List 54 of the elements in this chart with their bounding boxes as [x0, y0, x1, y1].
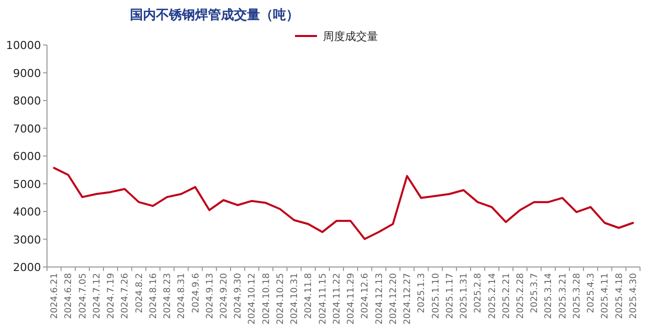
x-tick-label: 2024.12.27 [403, 273, 414, 325]
x-tick-label: 2024.10.12 [248, 273, 258, 325]
x-tick-label: 2024.9.30 [234, 272, 244, 319]
x-tick-label: 2024.8.16 [148, 272, 159, 319]
x-tick-label: 2024.11.22 [332, 273, 342, 325]
x-tick-label: 2024.12.20 [388, 272, 399, 325]
line-series [53, 166, 634, 240]
x-tick-label: 2024.12.6 [360, 272, 371, 319]
x-tick-label: 2024.7.19 [106, 272, 117, 319]
x-tick-label: 2024.7.12 [92, 273, 102, 319]
x-tick-label: 2025.4.30 [628, 272, 639, 319]
x-tick-label: 2025.1.10 [431, 272, 442, 319]
chart-title: 国内不锈钢焊管成交量（吨） [130, 7, 299, 23]
y-tick-label: 8000 [13, 94, 41, 108]
x-tick-label: 2024.8.2 [134, 273, 145, 314]
x-tick-label: 2025.4.18 [614, 272, 625, 319]
x-tick-label: 2025.2.21 [502, 273, 512, 319]
y-tick-label: 6000 [13, 150, 41, 163]
y-tick-label: 9000 [13, 66, 41, 80]
x-tick-label: 2024.11.15 [318, 273, 328, 325]
y-tick-label: 7000 [13, 122, 41, 136]
x-tick-label: 2024.12.13 [374, 273, 385, 325]
legend-label: 周度成交量 [323, 30, 378, 43]
x-tick-label: 2025.2.8 [474, 272, 484, 314]
x-tick-label: 2025.1.3 [417, 273, 428, 314]
y-tick-label: 10000 [6, 39, 41, 52]
x-tick-label: 2024.8.31 [177, 273, 188, 319]
x-tick-label: 2025.1.31 [460, 273, 470, 319]
x-tick-label: 2024.10.31 [290, 273, 300, 325]
x-tick-label: 2025.2.14 [488, 272, 498, 319]
y-tick-label: 4000 [13, 206, 41, 218]
x-tick-label: 2024.8.23 [163, 273, 174, 319]
x-tick-label: 2024.7.26 [120, 272, 131, 319]
x-tick-label: 2025.3.21 [558, 273, 568, 319]
x-tick-label: 2024.9.20 [219, 272, 230, 319]
y-tick-label: 5000 [13, 178, 41, 191]
x-tick-label: 2025.4.3 [586, 273, 597, 314]
y-tick-label: 2000 [13, 261, 41, 274]
x-tick-label: 2024.11.29 [346, 272, 357, 325]
x-tick-label: 2024.10.25 [276, 273, 286, 325]
x-tick-label: 2024.9.6 [191, 272, 202, 314]
x-tick-label: 2025.4.11 [600, 273, 611, 319]
y-tick-label: 3000 [13, 233, 41, 246]
x-tick-label: 2024.6.21 [50, 273, 60, 319]
x-tick-label: 2024.7.05 [78, 273, 88, 319]
x-tick-label: 2025.1.17 [445, 273, 456, 319]
x-tick-label: 2025.3.28 [572, 272, 582, 319]
x-tick-label: 2024.6.28 [64, 272, 74, 319]
x-tick-label: 2024.10.18 [262, 272, 272, 325]
x-tick-label: 2024.11.8 [304, 272, 314, 319]
x-tick-label: 2025.2.28 [516, 272, 526, 319]
x-tick-label: 2025.3.7 [530, 273, 540, 314]
x-tick-label: 2024.9.13 [205, 273, 216, 319]
x-tick-label: 2025.3.14 [544, 272, 554, 319]
